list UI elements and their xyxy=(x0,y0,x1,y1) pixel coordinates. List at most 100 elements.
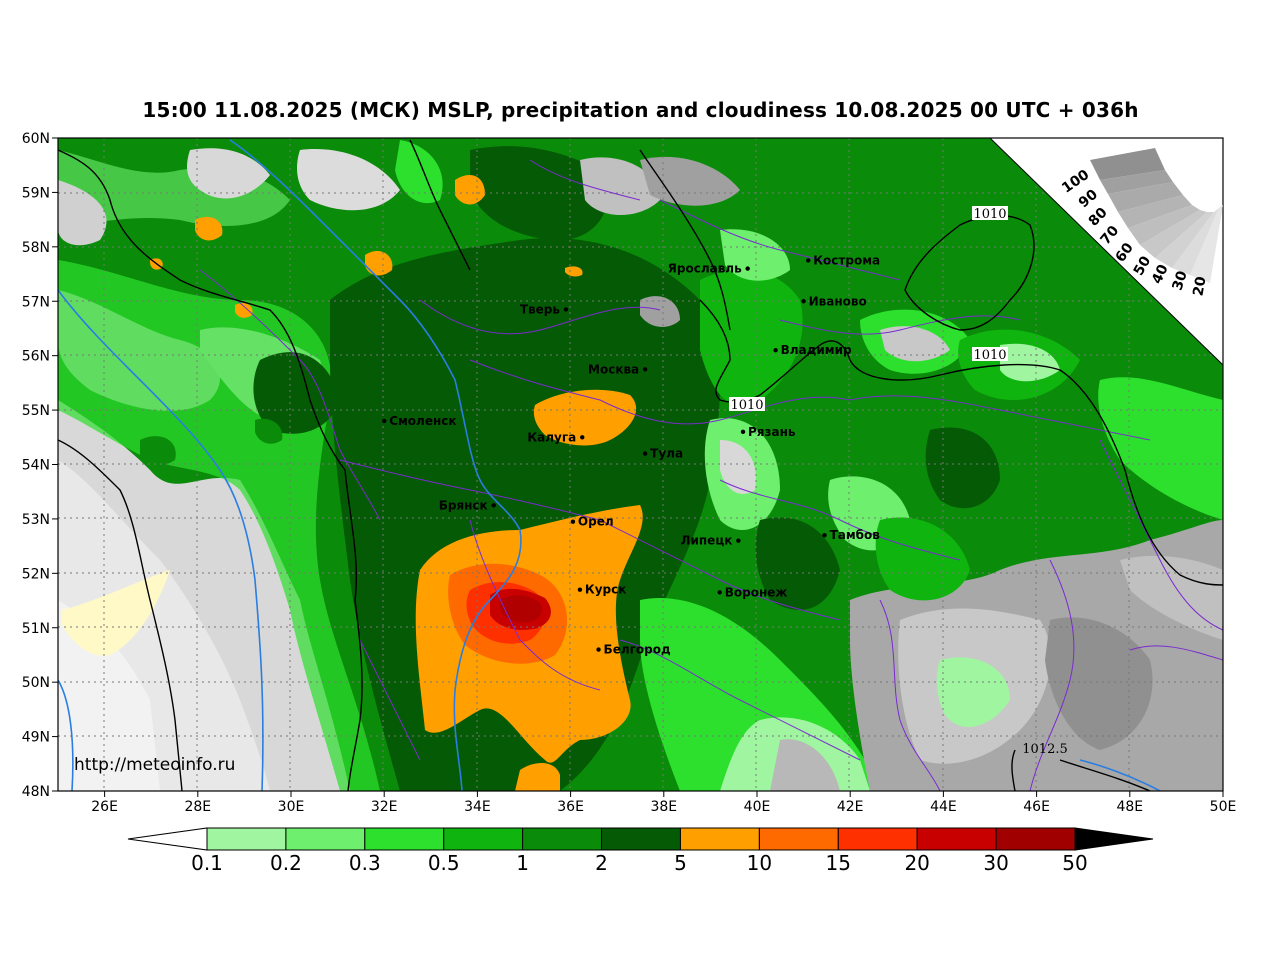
colorbar-low-arrow xyxy=(127,827,208,851)
rivers xyxy=(58,139,1161,791)
city-label: Тамбов xyxy=(830,528,881,542)
region-borders xyxy=(199,159,1223,791)
colorbar-segment xyxy=(837,827,918,851)
cloud-scale xyxy=(989,137,1224,366)
chart-title: 15:00 11.08.2025 (МСК) MSLP, precipitati… xyxy=(142,98,1139,122)
city-label: Тверь xyxy=(520,302,561,316)
colorbar-label: 30 xyxy=(983,851,1008,875)
colorbar-label: 20 xyxy=(904,851,929,875)
longitude-label: 50E xyxy=(1210,799,1237,815)
city-label: Кострома xyxy=(813,253,880,267)
isobar-labels: 1010 1010 1010 1012.5 xyxy=(729,206,1068,757)
source-url: http://meteoinfo.ru xyxy=(74,755,235,775)
latitude-label: 50N xyxy=(22,675,50,691)
longitude-label: 44E xyxy=(930,799,957,815)
isobar-label: 1010 xyxy=(973,348,1006,363)
longitude-label: 36E xyxy=(557,799,584,815)
longitude-label: 34E xyxy=(464,799,491,815)
colorbar-label: 0.2 xyxy=(270,851,302,875)
city-dot xyxy=(806,258,811,263)
latitude-labels: 60N 59N 58N 57N 56N 55N 54N 53N 52N 51N 50N 49N 48N xyxy=(22,131,58,800)
colorbar-segment xyxy=(679,827,760,851)
city-dot xyxy=(745,266,750,271)
city-label: Калуга xyxy=(527,430,576,444)
city-dot xyxy=(570,519,576,524)
city-label: Рязань xyxy=(748,425,796,439)
colorbar-high-arrow xyxy=(1074,827,1154,851)
city-markers: Кострома Ярославль Иваново Тверь Владимир Мос… xyxy=(382,253,881,657)
city-dot xyxy=(740,429,746,435)
latitude-label: 49N xyxy=(22,730,50,746)
city-label: Воронеж xyxy=(725,585,788,599)
colorbar-segment xyxy=(601,827,681,851)
city-label: Орел xyxy=(578,515,614,529)
latitude-label: 60N xyxy=(22,131,50,147)
longitude-label: 40E xyxy=(744,799,771,815)
isobar-label: 1010 xyxy=(730,398,763,413)
colorbar-label: 1 xyxy=(516,851,529,875)
isobar-label: 1010 xyxy=(973,207,1006,222)
cloud-scale-label: 30 xyxy=(1170,269,1191,293)
city-dot xyxy=(642,367,648,372)
city-dot xyxy=(801,299,806,304)
colorbar-segment xyxy=(206,827,287,851)
colorbar-segment xyxy=(443,827,524,851)
precipitation-field xyxy=(58,138,1223,791)
colorbar-segment xyxy=(758,827,839,851)
latitude-label: 57N xyxy=(22,294,50,310)
city-label: Курск xyxy=(585,583,626,597)
city-label: Липецк xyxy=(681,534,733,548)
longitude-label: 28E xyxy=(184,799,211,815)
longitude-label: 32E xyxy=(371,799,398,815)
longitude-labels: 26E 28E 30E 32E 34E 36E 38E 40E 42E 44E 46E 48E 50E xyxy=(91,791,1236,815)
colorbar-label: 0.5 xyxy=(428,851,460,875)
latitude-label: 52N xyxy=(22,566,50,582)
city-dot xyxy=(580,435,585,440)
colorbar-label: 5 xyxy=(674,851,687,875)
longitude-label: 48E xyxy=(1116,799,1143,815)
colorbar-segment xyxy=(995,827,1076,851)
latitude-label: 48N xyxy=(22,784,50,800)
city-dot xyxy=(382,418,387,424)
colorbar-segment xyxy=(916,827,997,851)
city-label: Смоленск xyxy=(389,414,456,428)
longitude-label: 46E xyxy=(1023,799,1050,815)
isobar-label: 1012.5 xyxy=(1022,742,1068,757)
city-dot xyxy=(736,538,741,543)
city-label: Белгород xyxy=(604,643,671,657)
city-dot xyxy=(717,590,722,595)
city-label: Владимир xyxy=(781,343,852,357)
colorbar-label: 0.3 xyxy=(349,851,381,875)
colorbar-label: 15 xyxy=(826,851,851,875)
city-dot xyxy=(822,533,827,538)
longitude-label: 38E xyxy=(650,799,677,815)
longitude-label: 26E xyxy=(91,799,118,815)
latitude-label: 56N xyxy=(22,349,50,365)
latitude-label: 51N xyxy=(22,621,50,637)
latitude-label: 53N xyxy=(22,512,50,528)
longitude-label: 42E xyxy=(837,799,864,815)
colorbar-label: 10 xyxy=(747,851,772,875)
longitude-label: 30E xyxy=(278,799,305,815)
country-borders xyxy=(58,139,1223,791)
city-dot xyxy=(577,587,583,592)
cloud-scale-label: 20 xyxy=(1190,275,1209,297)
latitude-label: 58N xyxy=(22,240,50,256)
city-dot xyxy=(596,647,601,652)
city-label: Тула xyxy=(650,447,683,461)
city-label: Брянск xyxy=(439,498,488,512)
city-dot xyxy=(491,503,496,508)
city-dot xyxy=(642,451,648,456)
latitude-label: 59N xyxy=(22,185,50,201)
colorbar-label: 2 xyxy=(595,851,608,875)
colorbar-segment xyxy=(285,827,366,851)
colorbar: 0.1 0.2 0.3 0.5 1 2 5 10 15 20 30 50 xyxy=(127,827,1154,875)
city-label: Ярославль xyxy=(668,262,742,276)
city-dot xyxy=(563,307,569,312)
colorbar-label: 50 xyxy=(1062,851,1087,875)
colorbar-label: 0.1 xyxy=(191,851,223,875)
colorbar-segment xyxy=(522,827,603,851)
colorbar-segment xyxy=(364,827,445,851)
latitude-label: 55N xyxy=(22,403,50,419)
